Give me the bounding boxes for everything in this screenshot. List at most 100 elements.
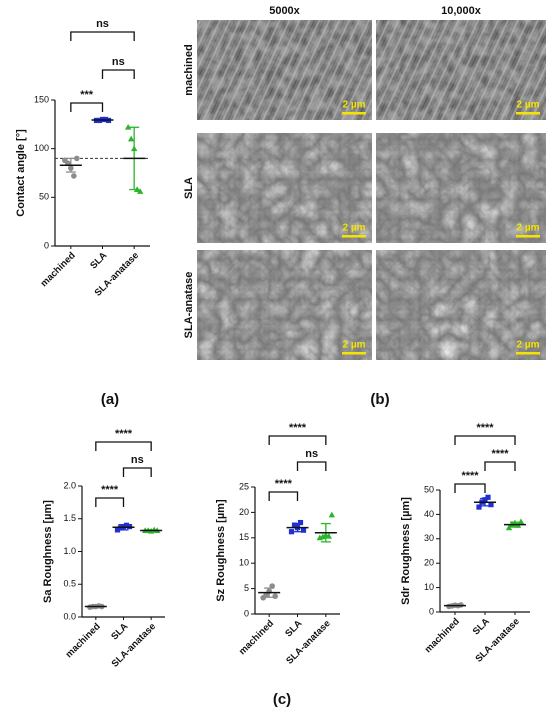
y-tick-label: 1.0 bbox=[63, 546, 76, 556]
y-tick-label: 0.0 bbox=[63, 611, 76, 621]
x-tick-label: SLA bbox=[283, 618, 304, 639]
point bbox=[328, 511, 336, 518]
y-axis-label: Sdr Roughness [µm] bbox=[400, 497, 412, 605]
y-axis-label: Contact angle [°] bbox=[15, 129, 27, 217]
y-tick-label: 25 bbox=[239, 481, 249, 491]
y-axis-label: Sa Roughness [µm] bbox=[42, 500, 54, 603]
y-tick-label: 0 bbox=[44, 240, 49, 250]
point bbox=[297, 519, 304, 526]
significance-bracket bbox=[454, 483, 486, 493]
sem-row-label: machined bbox=[183, 44, 195, 95]
sem-column-label: 5000x bbox=[269, 5, 300, 17]
y-tick-label: 50 bbox=[424, 484, 434, 494]
significance-bracket bbox=[70, 102, 104, 112]
point bbox=[130, 145, 138, 152]
panel-label: (b) bbox=[370, 391, 389, 408]
significance-label: **** bbox=[476, 422, 494, 434]
significance-bracket bbox=[70, 31, 135, 41]
y-tick-label: 1.5 bbox=[63, 513, 76, 523]
significance-bracket bbox=[95, 497, 125, 507]
y-tick-label: 10 bbox=[424, 582, 434, 592]
y-tick-label: 20 bbox=[239, 507, 249, 517]
y-tick-label: 15 bbox=[239, 532, 249, 542]
y-tick-label: 100 bbox=[34, 143, 49, 153]
significance-label: **** bbox=[275, 478, 293, 490]
y-tick-label: 150 bbox=[34, 94, 49, 104]
significance-label: **** bbox=[461, 470, 479, 482]
point bbox=[124, 123, 132, 130]
point bbox=[136, 188, 144, 194]
significance-bracket bbox=[95, 441, 152, 451]
point bbox=[272, 593, 278, 600]
sem-column-label: 10,000x bbox=[441, 5, 482, 17]
y-tick-label: 5 bbox=[244, 583, 249, 593]
point bbox=[488, 502, 494, 508]
significance-bracket bbox=[122, 467, 152, 477]
significance-label: ns bbox=[96, 18, 109, 30]
significance-label: **** bbox=[491, 448, 509, 460]
significance-bracket bbox=[454, 435, 516, 445]
scale-bar-label: 2 µm bbox=[517, 223, 540, 234]
y-tick-label: 2.0 bbox=[63, 480, 76, 490]
point bbox=[269, 583, 275, 589]
sem-texture bbox=[197, 250, 372, 360]
point bbox=[74, 155, 80, 162]
point bbox=[482, 497, 488, 503]
point bbox=[485, 494, 491, 500]
scale-bar-label: 2 µm bbox=[343, 100, 366, 111]
x-tick-label: machined bbox=[237, 618, 276, 657]
sem-texture bbox=[376, 20, 546, 120]
scale-bar bbox=[516, 112, 540, 115]
x-tick-label: SLA bbox=[471, 616, 492, 637]
significance-label: ns bbox=[131, 454, 144, 466]
sem-texture bbox=[376, 250, 546, 360]
y-tick-label: 10 bbox=[239, 558, 249, 568]
scale-bar-label: 2 µm bbox=[517, 340, 540, 351]
y-tick-label: 0 bbox=[244, 608, 249, 618]
scale-bar bbox=[342, 235, 366, 238]
scale-bar-label: 2 µm bbox=[517, 100, 540, 111]
significance-label: **** bbox=[115, 428, 133, 440]
x-tick-label: machined bbox=[64, 621, 103, 660]
significance-label: **** bbox=[289, 422, 307, 434]
significance-label: ns bbox=[305, 448, 318, 460]
significance-bracket bbox=[296, 461, 327, 471]
panel-label: (c) bbox=[273, 691, 291, 708]
scale-bar bbox=[516, 352, 540, 355]
point bbox=[291, 522, 298, 528]
point bbox=[68, 165, 74, 171]
significance-label: ns bbox=[112, 56, 125, 68]
sem-texture bbox=[197, 133, 372, 243]
scale-bar bbox=[342, 112, 366, 115]
sem-texture bbox=[197, 20, 372, 120]
significance-bracket bbox=[268, 491, 299, 501]
sem-row-label: SLA bbox=[183, 177, 195, 199]
point bbox=[123, 522, 130, 528]
significance-label: *** bbox=[80, 89, 94, 101]
significance-label: **** bbox=[101, 484, 119, 496]
y-tick-label: 0.5 bbox=[63, 579, 76, 589]
y-axis-label: Sz Roughness [µm] bbox=[215, 499, 227, 602]
x-tick-label: SLA bbox=[109, 621, 130, 642]
x-tick-label: machined bbox=[39, 250, 78, 289]
point bbox=[517, 518, 525, 525]
scale-bar bbox=[516, 235, 540, 238]
point bbox=[325, 532, 333, 539]
significance-bracket bbox=[484, 461, 516, 471]
sem-texture bbox=[376, 133, 546, 243]
scale-bar-label: 2 µm bbox=[343, 340, 366, 351]
point bbox=[114, 527, 121, 533]
y-tick-label: 50 bbox=[39, 192, 49, 202]
point bbox=[319, 533, 327, 540]
point bbox=[505, 524, 513, 531]
point bbox=[133, 186, 141, 192]
y-tick-label: 30 bbox=[424, 533, 434, 543]
significance-bracket bbox=[101, 69, 135, 79]
significance-bracket bbox=[268, 435, 327, 445]
point bbox=[476, 504, 482, 510]
y-tick-label: 20 bbox=[424, 558, 434, 568]
scale-bar bbox=[342, 352, 366, 355]
y-tick-label: 40 bbox=[424, 509, 434, 519]
point bbox=[127, 135, 135, 142]
